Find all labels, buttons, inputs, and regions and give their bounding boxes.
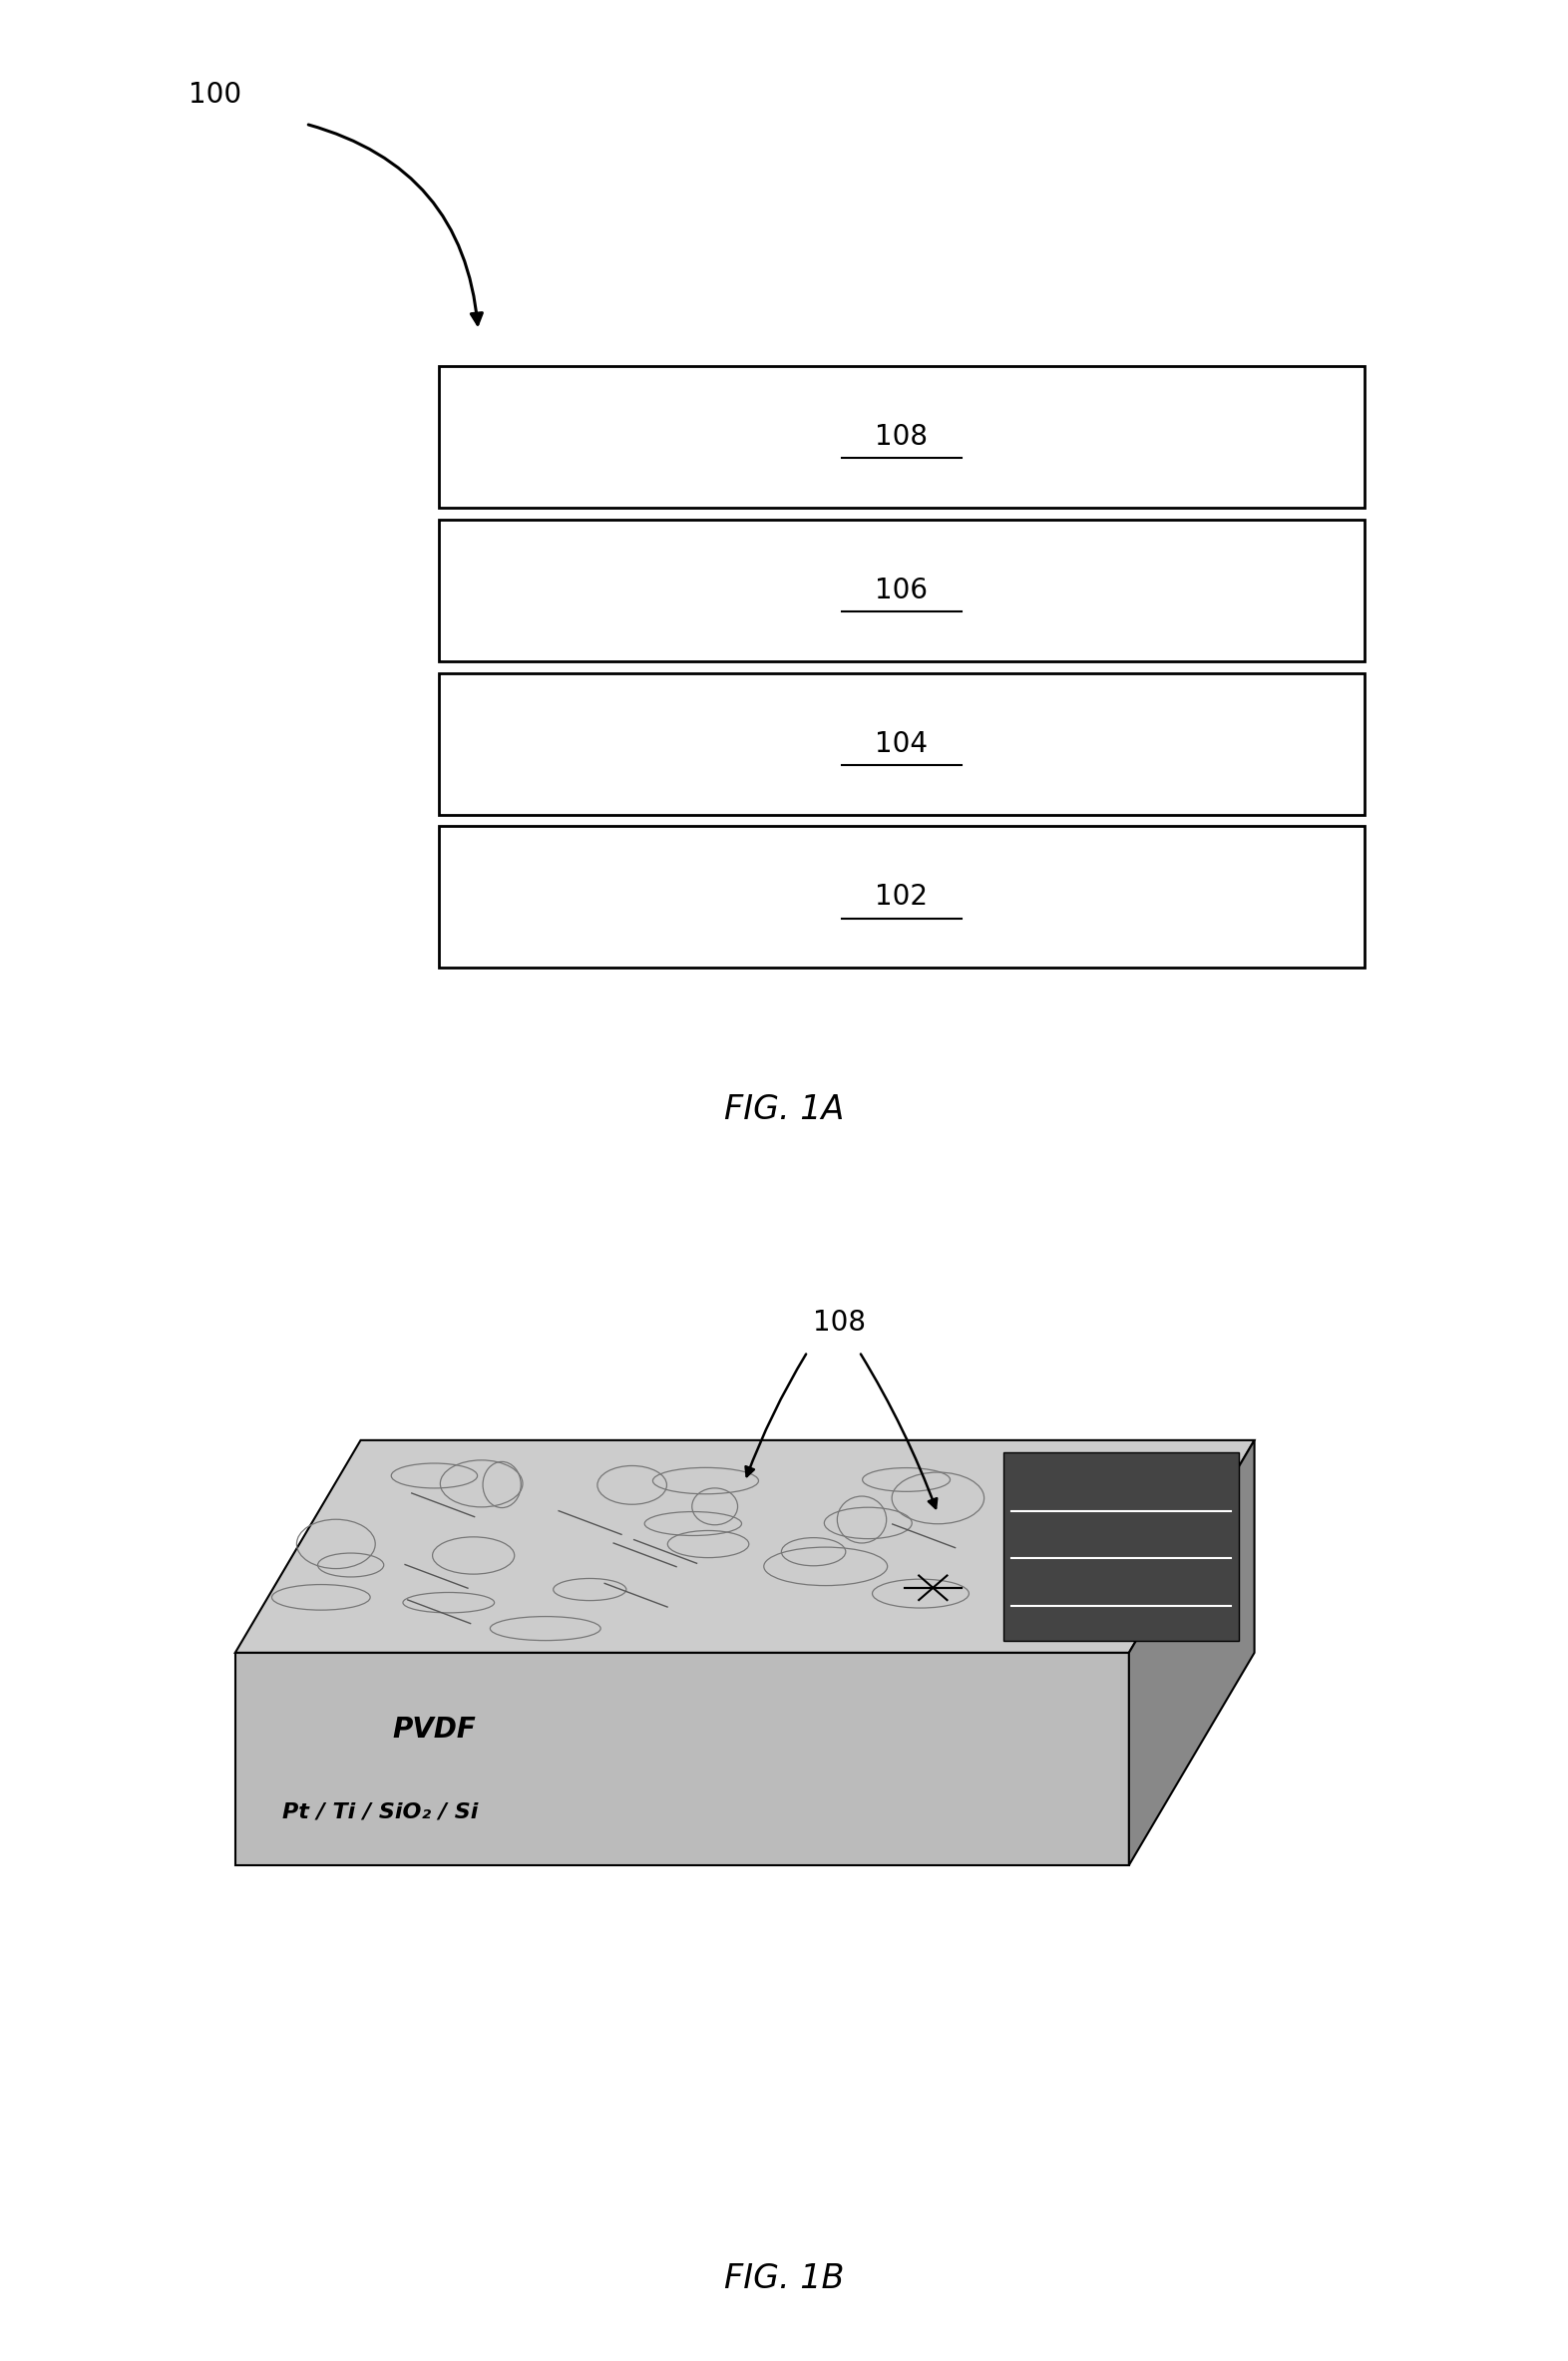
Polygon shape [235, 1440, 1254, 1653]
Bar [439, 826, 1364, 968]
Polygon shape [235, 1653, 1129, 1865]
FancyArrowPatch shape [309, 125, 483, 323]
Text: Pt / Ti / SiO₂ / Si: Pt / Ti / SiO₂ / Si [282, 1801, 478, 1823]
Bar [439, 366, 1364, 508]
Text: 108: 108 [812, 1308, 866, 1336]
Text: 104: 104 [875, 730, 928, 758]
FancyArrowPatch shape [861, 1355, 936, 1509]
Text: FIG. 1B: FIG. 1B [724, 2262, 844, 2295]
Text: PVDF: PVDF [392, 1716, 475, 1742]
Bar [439, 519, 1364, 661]
Polygon shape [1129, 1440, 1254, 1865]
FancyArrowPatch shape [746, 1355, 806, 1476]
Polygon shape [1004, 1452, 1239, 1641]
Text: 102: 102 [875, 883, 928, 911]
Text: 100: 100 [188, 80, 241, 109]
Text: 108: 108 [875, 423, 928, 451]
Bar [439, 673, 1364, 815]
Text: FIG. 1A: FIG. 1A [724, 1093, 844, 1126]
Text: 106: 106 [875, 576, 928, 604]
